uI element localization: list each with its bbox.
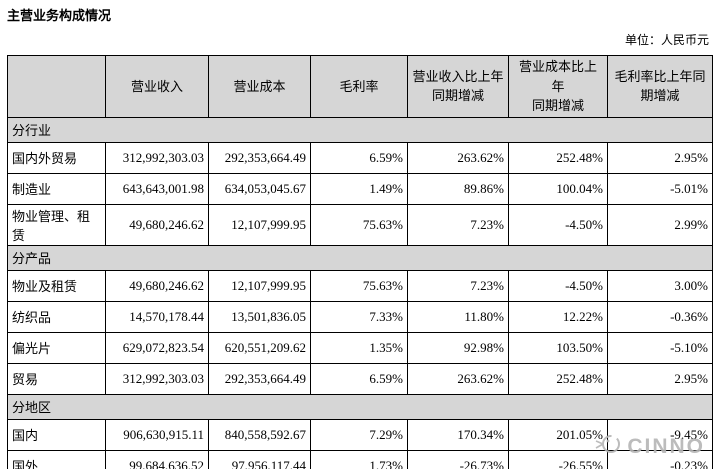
- cell-revenue-yoy: 89.86%: [407, 172, 509, 205]
- column-header-margin-yoy: 毛利率比上年同 期增减: [607, 55, 713, 118]
- cell-revenue: 49,680,246.62: [105, 269, 209, 302]
- cell-cost-yoy: 12.22%: [508, 300, 608, 333]
- table-row: 国内外贸易 312,992,303.03 292,353,664.49 6.59…: [7, 141, 713, 174]
- table-row: 制造业 643,643,001.98 634,053,045.67 1.49% …: [7, 172, 713, 205]
- cell-margin: 75.63%: [310, 203, 408, 246]
- cell-revenue: 643,643,001.98: [105, 172, 209, 205]
- cell-revenue-yoy: 7.23%: [407, 269, 509, 302]
- cell-cost: 97,956,117.44: [208, 449, 311, 469]
- cell-margin-yoy: -9.45%: [607, 418, 713, 451]
- section-header: 分行业: [7, 116, 713, 143]
- cell-label: 贸易: [7, 362, 106, 395]
- cell-margin-yoy: -5.10%: [607, 331, 713, 364]
- cell-label: 国内: [7, 418, 106, 451]
- cell-revenue-yoy: 263.62%: [407, 362, 509, 395]
- cell-margin: 6.59%: [310, 362, 408, 395]
- section-row-industry: 分行业: [7, 116, 713, 143]
- column-header-margin: 毛利率: [310, 55, 408, 118]
- cell-revenue: 906,630,915.11: [105, 418, 209, 451]
- cell-cost-yoy: -4.50%: [508, 269, 608, 302]
- cell-margin: 1.73%: [310, 449, 408, 469]
- cell-cost-yoy: 103.50%: [508, 331, 608, 364]
- cell-margin-yoy: 2.99%: [607, 203, 713, 246]
- cell-margin: 75.63%: [310, 269, 408, 302]
- cell-cost: 634,053,045.67: [208, 172, 311, 205]
- cell-label: 纺织品: [7, 300, 106, 333]
- page-title: 主营业务构成情况: [7, 8, 112, 23]
- cell-revenue-yoy: 263.62%: [407, 141, 509, 174]
- cell-label: 物业及租赁: [7, 269, 106, 302]
- cell-revenue: 14,570,178.44: [105, 300, 209, 333]
- cell-revenue-yoy: 170.34%: [407, 418, 509, 451]
- cell-margin-yoy: -5.01%: [607, 172, 713, 205]
- section-row-product: 分产品: [7, 244, 713, 271]
- cell-margin: 1.35%: [310, 331, 408, 364]
- cell-cost-yoy: 201.05%: [508, 418, 608, 451]
- cell-cost: 292,353,664.49: [208, 362, 311, 395]
- cell-revenue-yoy: 11.80%: [407, 300, 509, 333]
- main-business-table: 营业收入 营业成本 毛利率 营业收入比上年 同期增减 营业成本比上年 同期增减 …: [7, 55, 713, 469]
- cell-label: 偏光片: [7, 331, 106, 364]
- cell-cost: 292,353,664.49: [208, 141, 311, 174]
- section-header: 分产品: [7, 244, 713, 271]
- table-row: 物业及租赁 49,680,246.62 12,107,999.95 75.63%…: [7, 269, 713, 302]
- cell-margin-yoy: 2.95%: [607, 141, 713, 174]
- column-header-cost-yoy: 营业成本比上年 同期增减: [508, 55, 608, 118]
- cell-revenue-yoy: 7.23%: [407, 203, 509, 246]
- cell-revenue-yoy: 92.98%: [407, 331, 509, 364]
- column-header-blank: [7, 55, 106, 118]
- cell-margin-yoy: -0.23%: [607, 449, 713, 469]
- section-row-region: 分地区: [7, 393, 713, 420]
- cell-margin: 1.49%: [310, 172, 408, 205]
- cell-revenue: 312,992,303.03: [105, 141, 209, 174]
- cell-cost: 840,558,592.67: [208, 418, 311, 451]
- cell-cost: 13,501,836.05: [208, 300, 311, 333]
- cell-revenue: 629,072,823.54: [105, 331, 209, 364]
- cell-margin-yoy: -0.36%: [607, 300, 713, 333]
- table-row: 偏光片 629,072,823.54 620,551,209.62 1.35% …: [7, 331, 713, 364]
- cell-revenue: 49,680,246.62: [105, 203, 209, 246]
- unit-label: 单位：人民币元: [624, 33, 709, 47]
- table-row: 贸易 312,992,303.03 292,353,664.49 6.59% 2…: [7, 362, 713, 395]
- cell-revenue: 99,684,636.52: [105, 449, 209, 469]
- table-header-row: 营业收入 营业成本 毛利率 营业收入比上年 同期增减 营业成本比上年 同期增减 …: [7, 55, 713, 118]
- cell-cost-yoy: 252.48%: [508, 141, 608, 174]
- cell-cost-yoy: 252.48%: [508, 362, 608, 395]
- cell-cost: 620,551,209.62: [208, 331, 311, 364]
- table-row: 国内 906,630,915.11 840,558,592.67 7.29% 1…: [7, 418, 713, 451]
- cell-cost-yoy: -26.55%: [508, 449, 608, 469]
- cell-cost: 12,107,999.95: [208, 269, 311, 302]
- cell-label: 国外: [7, 449, 106, 469]
- cell-cost: 12,107,999.95: [208, 203, 311, 246]
- cell-cost-yoy: -4.50%: [508, 203, 608, 246]
- table-row: 纺织品 14,570,178.44 13,501,836.05 7.33% 11…: [7, 300, 713, 333]
- cell-label: 物业管理、租赁: [7, 203, 106, 246]
- cell-margin-yoy: 2.95%: [607, 362, 713, 395]
- column-header-revenue-yoy: 营业收入比上年 同期增减: [407, 55, 509, 118]
- cell-margin: 6.59%: [310, 141, 408, 174]
- table-row: 物业管理、租赁 49,680,246.62 12,107,999.95 75.6…: [7, 203, 713, 246]
- cell-label: 国内外贸易: [7, 141, 106, 174]
- cell-margin-yoy: 3.00%: [607, 269, 713, 302]
- cell-margin: 7.33%: [310, 300, 408, 333]
- table-row: 国外 99,684,636.52 97,956,117.44 1.73% -26…: [7, 449, 713, 469]
- cell-revenue: 312,992,303.03: [105, 362, 209, 395]
- cell-revenue-yoy: -26.73%: [407, 449, 509, 469]
- cell-label: 制造业: [7, 172, 106, 205]
- cell-cost-yoy: 100.04%: [508, 172, 608, 205]
- column-header-revenue: 营业收入: [105, 55, 209, 118]
- section-header: 分地区: [7, 393, 713, 420]
- column-header-cost: 营业成本: [208, 55, 311, 118]
- cell-margin: 7.29%: [310, 418, 408, 451]
